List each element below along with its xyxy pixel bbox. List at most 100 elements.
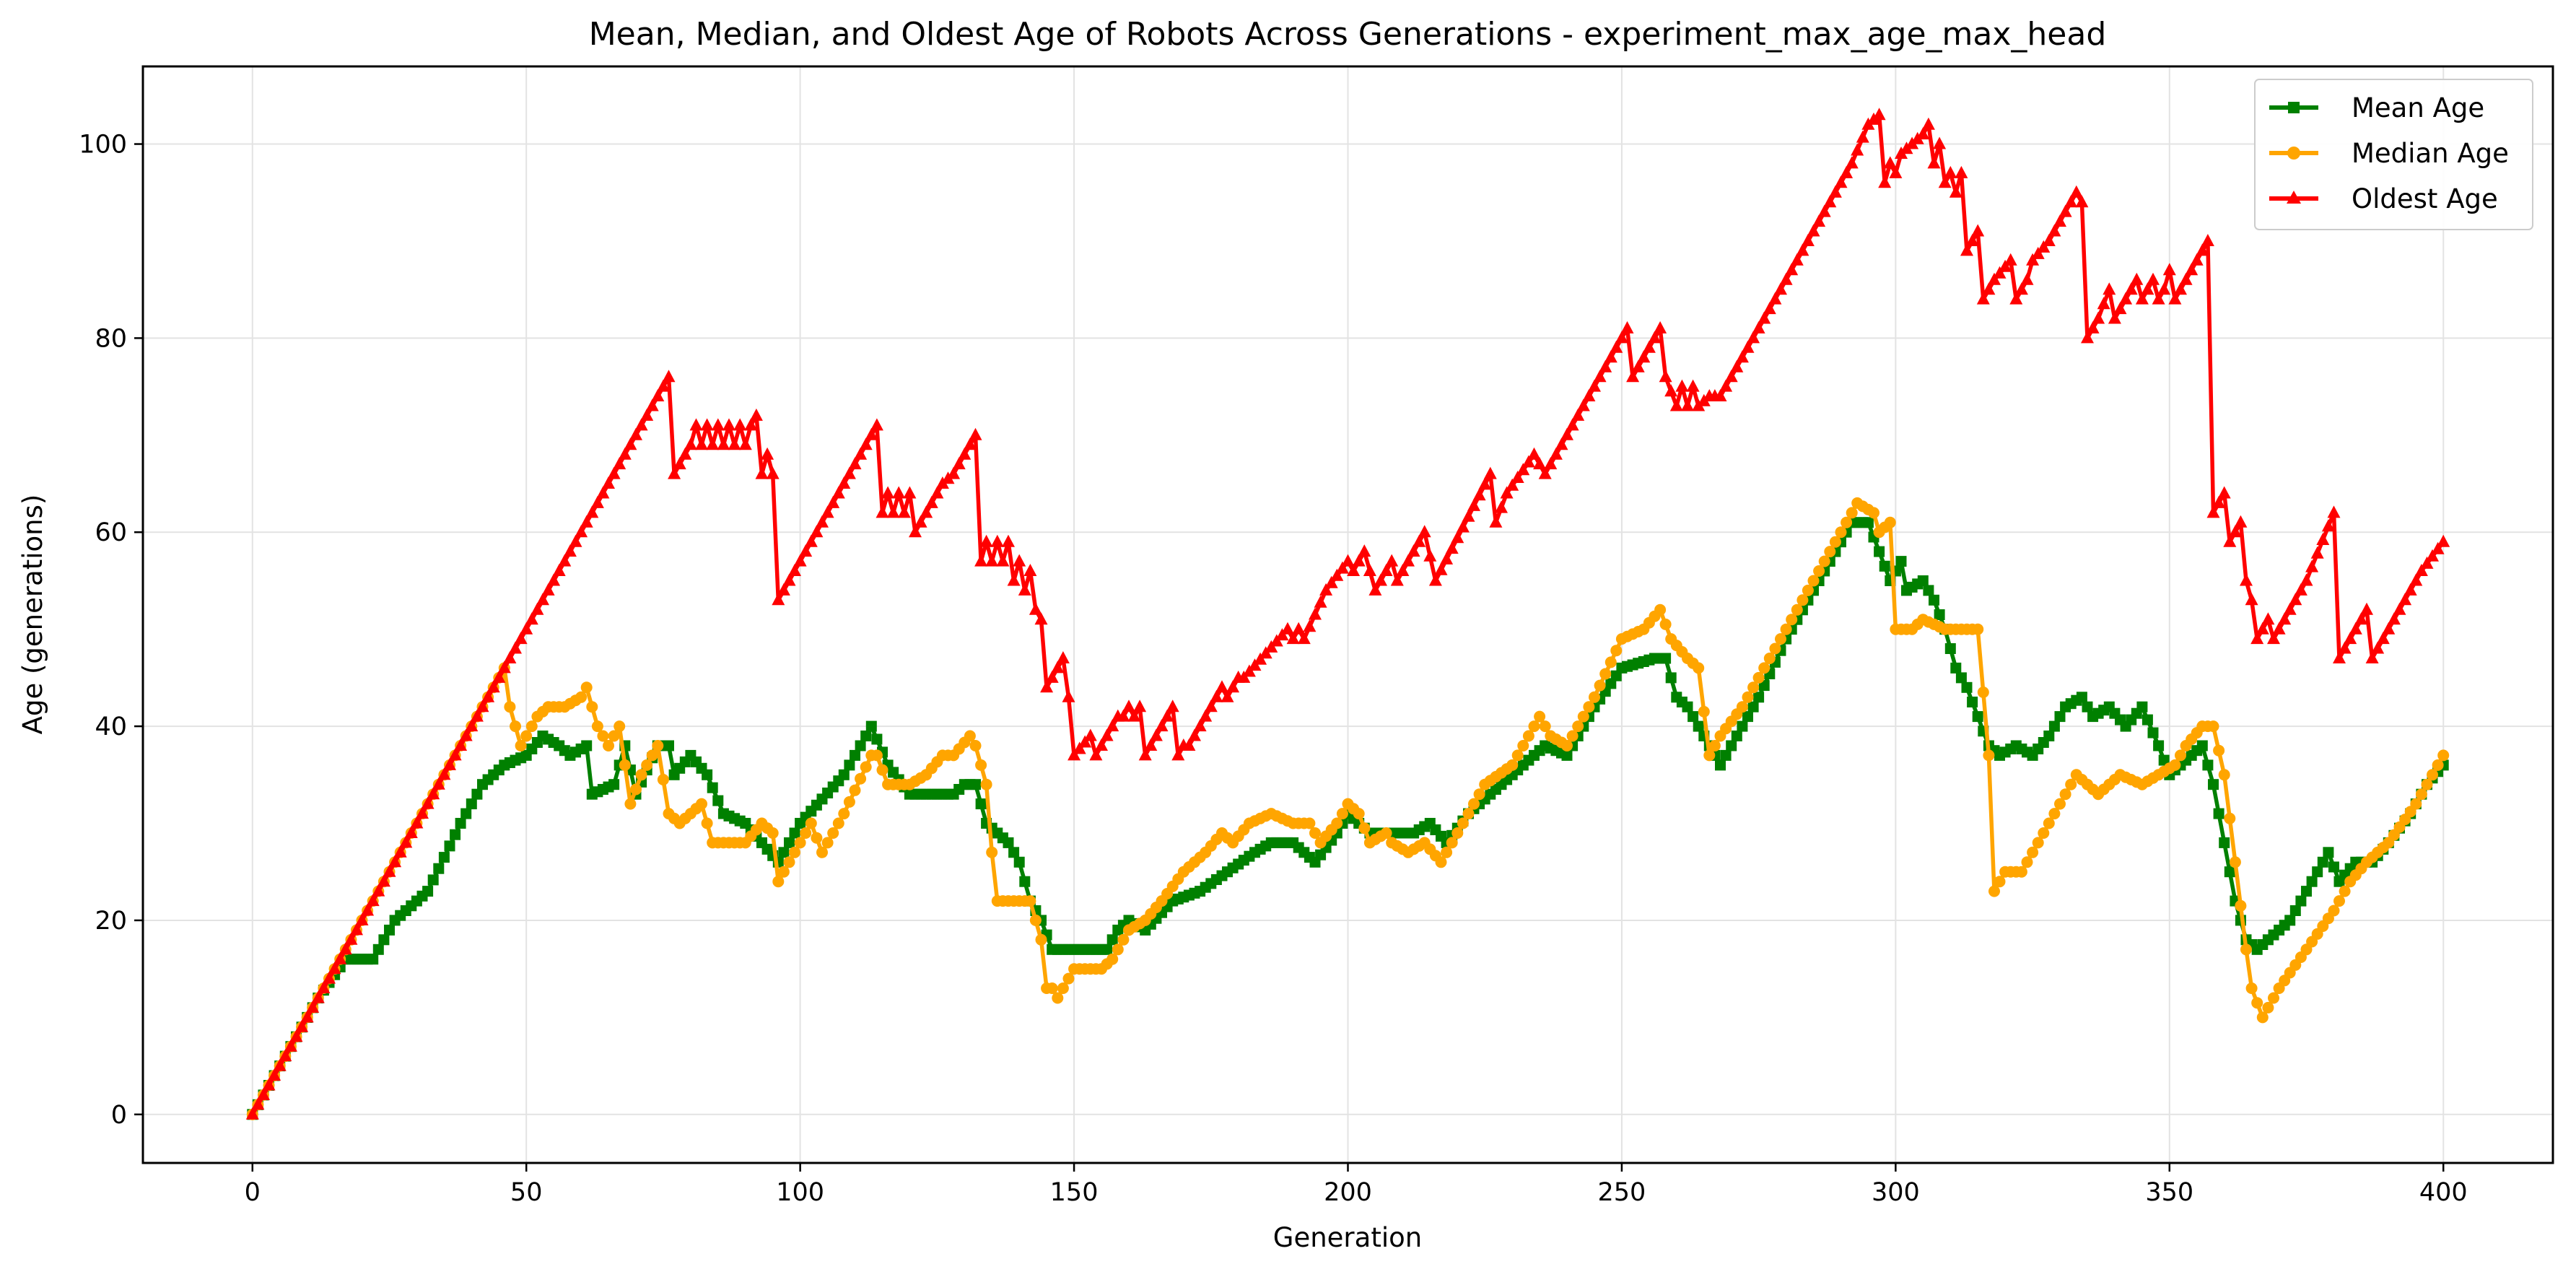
data-point — [1440, 552, 1454, 565]
data-point — [1511, 749, 1524, 762]
data-point — [525, 720, 538, 733]
data-point — [1347, 564, 1361, 576]
data-point — [339, 942, 352, 955]
data-point — [1758, 662, 1771, 674]
data-point — [1534, 710, 1546, 723]
data-point — [2175, 749, 2186, 762]
x-tick-label: 50 — [510, 1178, 543, 1207]
data-point — [805, 817, 817, 829]
data-point — [2272, 622, 2286, 635]
data-point — [552, 564, 566, 576]
data-point — [1297, 632, 1311, 645]
data-point — [1660, 653, 1672, 664]
data-point — [2421, 778, 2433, 790]
data-point — [793, 554, 807, 567]
data-point — [333, 951, 347, 964]
data-point — [1571, 408, 1585, 421]
data-point — [1319, 583, 1333, 596]
data-point — [947, 466, 961, 479]
data-point — [794, 837, 806, 849]
data-point — [404, 826, 418, 838]
data-point — [848, 457, 862, 470]
data-point — [1008, 847, 1020, 858]
data-point — [799, 544, 813, 557]
data-point — [1993, 266, 2007, 279]
data-point — [1763, 302, 1776, 315]
data-point — [640, 408, 654, 421]
data-point — [2037, 240, 2051, 253]
data-point — [1029, 602, 1042, 615]
data-point — [1396, 564, 1410, 576]
data-point — [1708, 740, 1721, 751]
data-point — [1841, 516, 1853, 528]
data-point — [1204, 699, 1218, 712]
data-point — [1402, 554, 1415, 567]
data-point — [1182, 738, 1196, 751]
data-point — [914, 515, 927, 528]
data-point — [1576, 398, 1590, 411]
data-point — [1040, 680, 1054, 693]
data-point — [1112, 943, 1124, 956]
data-point — [1742, 691, 1754, 703]
data-point — [2202, 759, 2214, 771]
data-point — [2414, 564, 2428, 576]
data-point — [2224, 812, 2236, 824]
data-point — [1413, 534, 1426, 547]
data-point — [678, 447, 692, 460]
data-point — [1335, 561, 1349, 574]
data-point — [1538, 466, 1552, 479]
data-point — [749, 408, 763, 421]
data-point — [421, 796, 435, 809]
data-point — [634, 418, 648, 431]
data-point — [585, 505, 599, 518]
data-point — [444, 840, 455, 852]
data-point — [1713, 389, 1727, 401]
data-point — [1336, 808, 1348, 820]
data-point — [2048, 224, 2061, 237]
y-axis-ticks: 0 20 40 60 80 100 — [79, 131, 143, 1130]
data-point — [383, 864, 396, 877]
data-point — [2014, 282, 2028, 295]
data-point — [1823, 195, 1837, 208]
data-point — [1856, 130, 1869, 143]
data-point — [1642, 340, 1656, 353]
data-point — [1451, 531, 1464, 544]
data-point — [1933, 136, 1947, 149]
data-point — [663, 740, 674, 751]
data-point — [1495, 500, 1508, 513]
data-point — [1309, 827, 1321, 839]
data-point — [2328, 905, 2340, 917]
data-point — [563, 544, 577, 557]
data-point — [1752, 321, 1765, 334]
data-point — [783, 856, 795, 868]
data-point — [1785, 263, 1799, 276]
data-point — [2278, 612, 2292, 625]
data-point — [909, 525, 922, 538]
data-point — [1062, 689, 1075, 702]
data-point — [2229, 856, 2241, 868]
data-point — [575, 525, 588, 538]
data-point — [2283, 602, 2297, 615]
data-point — [393, 845, 407, 858]
data-point — [871, 733, 883, 745]
data-point — [1423, 549, 1437, 562]
data-point — [466, 798, 477, 810]
data-point — [996, 554, 1010, 567]
data-point — [520, 730, 533, 742]
data-point — [2321, 519, 2335, 532]
data-point — [1304, 817, 1316, 829]
data-point — [2235, 899, 2247, 912]
data-point — [1878, 175, 1892, 188]
data-point — [832, 817, 844, 829]
data-point — [778, 847, 790, 858]
data-point — [980, 778, 992, 790]
data-point — [311, 990, 325, 1003]
data-point — [838, 769, 850, 780]
data-point — [476, 699, 489, 712]
series-oldest-age — [245, 108, 2450, 1120]
data-point — [1516, 463, 1530, 476]
data-point — [1144, 738, 1158, 751]
data-point — [1604, 350, 1617, 363]
data-point — [784, 837, 795, 848]
data-point — [859, 437, 873, 450]
